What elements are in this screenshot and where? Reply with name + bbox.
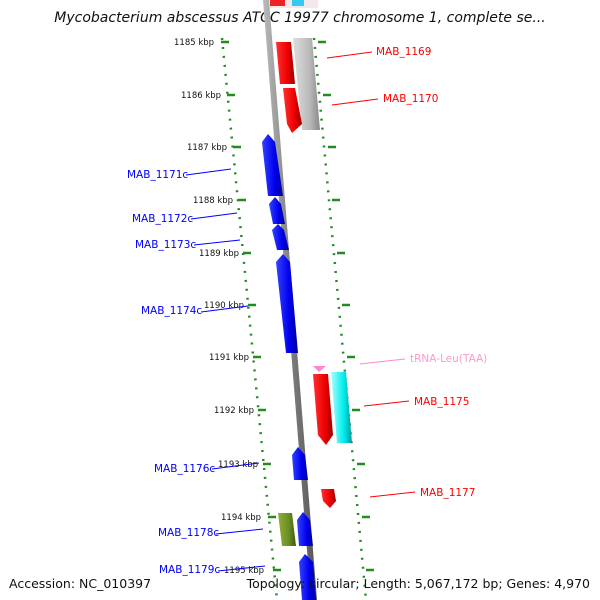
accession-text: Accession: NC_010397	[9, 576, 152, 591]
kbp-label: 1185 kbp	[174, 38, 214, 48]
forward-genes	[276, 38, 352, 508]
trna-arrow[interactable]	[313, 366, 326, 372]
gene-arrow-mab-1169[interactable]	[276, 42, 295, 84]
gene-arrow-mab-1174c[interactable]	[276, 254, 298, 353]
gene-arrow-mab-1175[interactable]	[313, 374, 333, 445]
gene-label-mab-1169[interactable]: MAB_1169	[376, 46, 431, 58]
ruler-dotted-line-right	[312, 37, 368, 600]
gene-arrow-cyan[interactable]	[331, 372, 352, 443]
gene-label-mab-1173c[interactable]: MAB_1173c	[135, 239, 196, 251]
ruler-major-ticks-left	[221, 40, 281, 572]
gene-arrow-mab-1171c[interactable]	[262, 134, 283, 196]
kbp-label: 1186 kbp	[181, 91, 221, 101]
gene-arrow-mab-1172c[interactable]	[269, 197, 285, 224]
leader-lines	[185, 51, 416, 572]
gene-label-mab-1175[interactable]: MAB_1175	[414, 396, 469, 408]
gene-arrow-mab-1176c[interactable]	[292, 447, 308, 480]
ruler-major-ticks-right	[318, 40, 374, 572]
kbp-label: 1195 kbp	[224, 566, 264, 576]
gene-label-mab-1172c[interactable]: MAB_1172c	[132, 213, 193, 225]
kbp-label: 1193 kbp	[218, 460, 258, 470]
reverse-genes	[262, 134, 316, 600]
gene-label-trna-leu[interactable]: tRNA-Leu(TAA)	[410, 353, 487, 365]
kbp-label: 1187 kbp	[187, 143, 227, 153]
gene-arrow-mab-1170[interactable]	[283, 88, 302, 133]
kbp-label: 1194 kbp	[221, 513, 261, 523]
gene-label-mab-1178c[interactable]: MAB_1178c	[158, 527, 219, 539]
gene-label-mab-1177[interactable]: MAB_1177	[420, 487, 475, 499]
gene-labels: MAB_1169 MAB_1170 MAB_1171c MAB_1172c MA…	[127, 46, 487, 576]
kbp-label: 1192 kbp	[214, 406, 254, 416]
gene-label-mab-1176c[interactable]: MAB_1176c	[154, 463, 215, 475]
gene-arrow-top-partial-cyan[interactable]	[292, 0, 304, 6]
gene-label-mab-1171c[interactable]: MAB_1171c	[127, 169, 188, 181]
gene-label-mab-1174c[interactable]: MAB_1174c	[141, 305, 202, 317]
kbp-label: 1190 kbp	[204, 301, 244, 311]
genome-stats-text: Topology: circular; Length: 5,067,172 bp…	[246, 576, 590, 591]
gene-arrow-mab-1173c[interactable]	[272, 224, 289, 250]
gene-arrow-olive[interactable]	[278, 513, 296, 546]
gene-arrow-mab-1177[interactable]	[321, 489, 336, 508]
gene-label-mab-1170[interactable]: MAB_1170	[383, 93, 438, 105]
gene-arrow-pseudo[interactable]	[293, 38, 320, 130]
gene-arrow-mab-1178c[interactable]	[297, 512, 313, 546]
kbp-label: 1188 kbp	[193, 196, 233, 206]
kbp-label: 1189 kbp	[199, 249, 239, 259]
kbp-label: 1191 kbp	[209, 353, 249, 363]
map-title: Mycobacterium abscessus ATCC 19977 chrom…	[54, 10, 546, 26]
gene-label-mab-1179c[interactable]: MAB_1179c	[159, 564, 220, 576]
gene-arrow-top-partial[interactable]	[270, 0, 285, 6]
kbp-labels: 1185 kbp 1186 kbp 1187 kbp 1188 kbp 1189…	[174, 38, 264, 576]
gene-arrow-mab-1179c[interactable]	[299, 554, 316, 600]
